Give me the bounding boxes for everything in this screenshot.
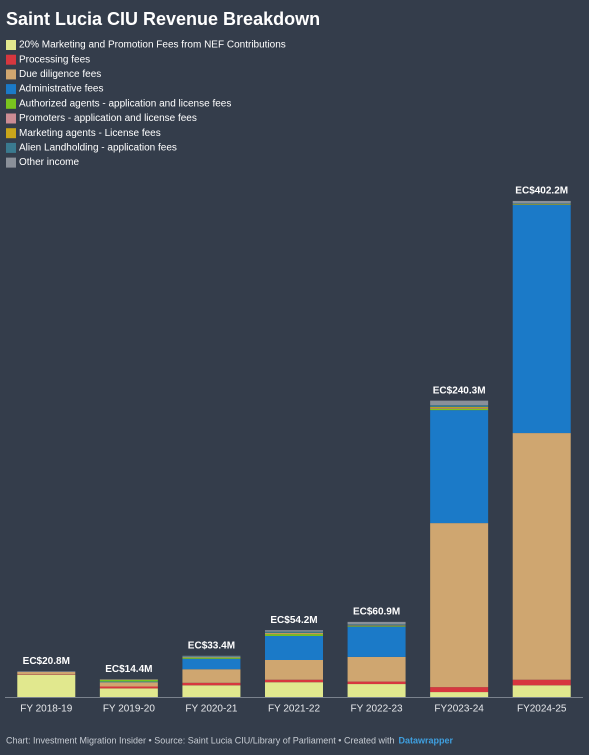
bar-segment — [430, 523, 489, 688]
bar-segment — [512, 200, 571, 204]
legend-label: Authorized agents - application and lice… — [19, 98, 231, 109]
bar-segment — [182, 669, 241, 683]
bar-segment — [430, 687, 489, 693]
bar-segment — [265, 682, 323, 697]
bar-segment — [430, 408, 489, 411]
bar-segment — [265, 630, 323, 632]
legend-swatch — [6, 128, 16, 139]
bar-segment — [347, 621, 406, 625]
legend-label: Other income — [19, 157, 79, 168]
bar-segment — [99, 679, 158, 682]
footer: Chart: Investment Migration Insider • So… — [6, 735, 394, 745]
total-label: EC$54.2M — [270, 615, 317, 626]
bar-segment — [182, 657, 241, 659]
bar-segment — [17, 674, 76, 697]
bar-segment — [430, 407, 489, 409]
chart-title: Saint Lucia CIU Revenue Breakdown — [6, 9, 320, 29]
bar-segment — [512, 204, 571, 434]
total-label: EC$402.2M — [515, 186, 568, 197]
x-tick-label: FY2023-24 — [434, 704, 484, 715]
bar-segment — [347, 626, 406, 657]
footer-link[interactable]: Datawrapper — [398, 735, 453, 745]
bar-segment — [182, 685, 241, 697]
bar-segment — [99, 682, 158, 687]
bar-segment — [265, 631, 323, 633]
legend-label: Promoters - application and license fees — [19, 113, 197, 124]
bar-segment — [347, 624, 406, 626]
x-tick-label: FY 2018-19 — [20, 704, 73, 715]
x-tick-label: FY 2021-22 — [268, 704, 321, 715]
x-tick-label: FY2024-25 — [517, 704, 567, 715]
bar-segment — [265, 633, 323, 635]
legend-swatch — [6, 69, 16, 80]
bar-segment — [182, 655, 241, 657]
legend-label: 20% Marketing and Promotion Fees from NE… — [19, 40, 286, 51]
legend-swatch — [6, 40, 16, 50]
bar-segment — [347, 656, 406, 682]
bar-segment — [265, 660, 323, 680]
legend-swatch — [6, 84, 16, 95]
bar-segment — [182, 658, 241, 670]
legend-label: Administrative fees — [19, 84, 103, 95]
bar-segment — [265, 679, 323, 683]
bar-segment — [430, 692, 489, 697]
bar-segment — [347, 626, 406, 627]
bar-segment — [430, 408, 489, 409]
x-tick-label: FY 2019-20 — [103, 704, 156, 715]
bar-segment — [17, 671, 76, 675]
bar-segment — [512, 679, 571, 686]
bar-segment — [347, 684, 406, 697]
total-label: EC$14.4M — [105, 664, 152, 675]
bar-segment — [512, 203, 571, 205]
legend-label: Processing fees — [19, 54, 90, 65]
bar-segment — [17, 671, 76, 672]
bar-segment — [265, 634, 323, 636]
bar-segment — [182, 656, 241, 658]
bar-segment — [265, 635, 323, 660]
total-label: EC$33.4M — [188, 640, 235, 651]
total-label: EC$60.9M — [353, 607, 400, 618]
x-tick-label: FY 2022-23 — [351, 704, 404, 715]
legend-swatch — [6, 54, 16, 65]
total-label: EC$20.8M — [23, 656, 70, 667]
total-label: EC$240.3M — [433, 385, 486, 396]
bar-segment — [99, 688, 158, 697]
bar-segment — [347, 681, 406, 685]
legend-swatch — [6, 157, 16, 168]
legend-swatch — [6, 98, 16, 109]
legend-label: Marketing agents - License fees — [19, 128, 161, 139]
bar-segment — [430, 405, 489, 408]
bar-segment — [512, 433, 571, 680]
legend-label: Alien Landholding - application fees — [19, 143, 177, 154]
x-tick-label: FY 2020-21 — [185, 704, 238, 715]
bar-segment — [265, 632, 323, 634]
bar-segment — [430, 400, 489, 406]
bar-segment — [512, 685, 571, 697]
legend-swatch — [6, 113, 16, 124]
bar-segment — [430, 410, 489, 524]
legend-label: Due diligence fees — [19, 69, 101, 80]
bar-segment — [182, 682, 241, 686]
bar-segment — [99, 681, 158, 683]
legend-swatch — [6, 142, 16, 153]
bar-segment — [99, 686, 158, 689]
